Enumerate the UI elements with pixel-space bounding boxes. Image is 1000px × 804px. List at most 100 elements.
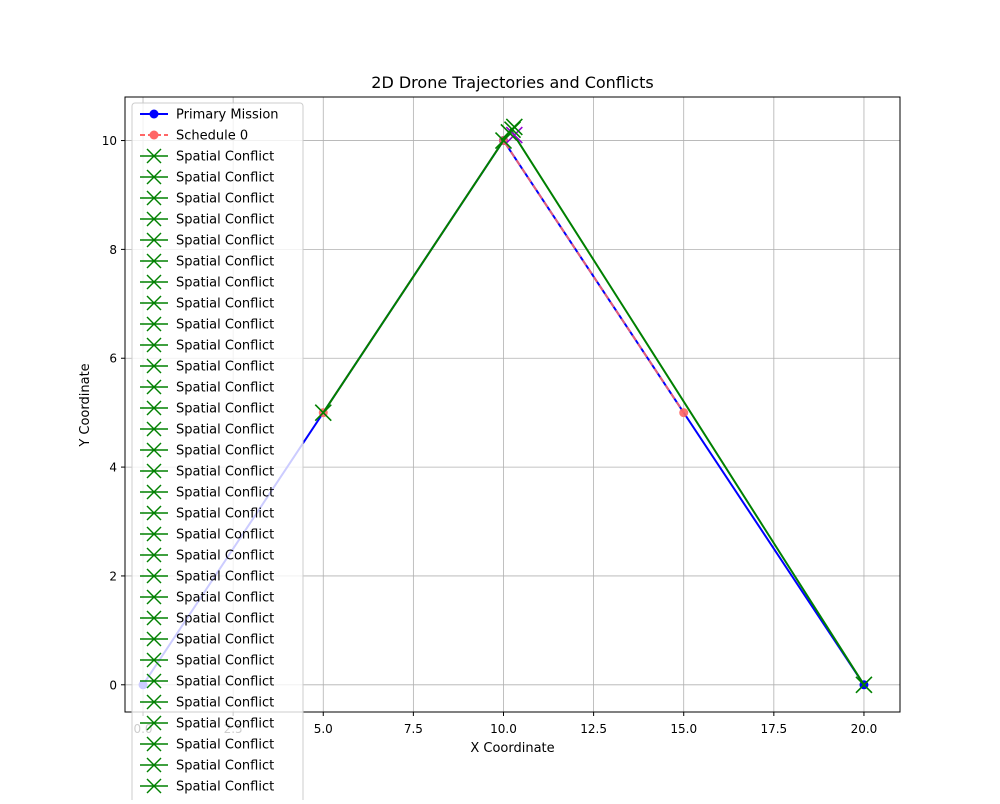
- legend-label: Spatial Conflict: [176, 255, 274, 270]
- x-tick-label: 10.0: [490, 722, 517, 736]
- legend-swatch-marker: [146, 778, 162, 794]
- legend-swatch-marker: [146, 526, 162, 542]
- x-axis-label: X Coordinate: [470, 741, 554, 756]
- chart-title: 2D Drone Trajectories and Conflicts: [371, 73, 653, 92]
- legend-item: Spatial Conflict: [140, 568, 274, 585]
- legend-item: Spatial Conflict: [140, 715, 274, 732]
- legend-swatch-marker: [146, 379, 162, 395]
- legend-swatch-marker: [146, 316, 162, 332]
- legend-item: Spatial Conflict: [140, 400, 274, 417]
- legend-label: Spatial Conflict: [176, 654, 274, 669]
- plot-frame: [124, 96, 901, 713]
- legend-swatch-marker: [146, 442, 162, 458]
- y-axis-label: Y Coordinate: [78, 363, 93, 447]
- legend-label: Spatial Conflict: [176, 591, 274, 606]
- legend-item: Spatial Conflict: [140, 526, 274, 543]
- legend-swatch-marker: [146, 736, 162, 752]
- legend-label: Spatial Conflict: [176, 444, 274, 459]
- spatial-conflict-marker: [314, 404, 332, 422]
- x-stroke: [494, 131, 513, 150]
- x-stroke: [855, 676, 873, 694]
- legend-swatch-marker: [146, 568, 162, 584]
- legend-label: Spatial Conflict: [176, 171, 274, 186]
- legend-item: Spatial Conflict: [140, 631, 274, 648]
- legend-swatch-marker: [146, 694, 162, 710]
- legend-item: Spatial Conflict: [140, 211, 274, 228]
- y-tick-label: 8: [109, 243, 117, 257]
- legend-item: Spatial Conflict: [140, 757, 274, 774]
- legend-label: Spatial Conflict: [176, 675, 274, 690]
- legend-swatch-marker: [146, 148, 162, 164]
- legend-swatch-marker: [149, 109, 159, 119]
- legend-item: Primary Mission: [140, 108, 279, 123]
- spatial-conflict-marker: [494, 131, 513, 150]
- legend-label: Spatial Conflict: [176, 423, 274, 438]
- legend-item: Spatial Conflict: [140, 169, 274, 186]
- legend-swatch-marker: [146, 673, 162, 689]
- legend-swatch-marker: [146, 547, 162, 563]
- legend-item: Spatial Conflict: [140, 190, 274, 207]
- legend-item: Spatial Conflict: [140, 337, 274, 354]
- legend-item: Spatial Conflict: [140, 610, 274, 627]
- legend-item: Spatial Conflict: [140, 442, 274, 459]
- legend-item: Spatial Conflict: [140, 589, 274, 606]
- legend-label: Spatial Conflict: [176, 360, 274, 375]
- legend-item: Spatial Conflict: [140, 253, 274, 270]
- legend-item: Spatial Conflict: [140, 379, 274, 396]
- legend-label: Schedule 0: [176, 129, 248, 144]
- legend-item: Spatial Conflict: [140, 505, 274, 522]
- legend-label: Spatial Conflict: [176, 297, 274, 312]
- legend-swatch-marker: [146, 505, 162, 521]
- legend-item: Spatial Conflict: [140, 358, 274, 375]
- x-tick-label: 15.0: [670, 722, 697, 736]
- x-tick-label: 7.5: [404, 722, 423, 736]
- legend-label: Spatial Conflict: [176, 633, 274, 648]
- legend-swatch-marker: [146, 400, 162, 416]
- legend-swatch-marker: [146, 757, 162, 773]
- legend-swatch-marker: [146, 274, 162, 290]
- legend-item: Spatial Conflict: [140, 232, 274, 249]
- x-tick-label: 12.5: [580, 722, 607, 736]
- legend-label: Spatial Conflict: [176, 759, 274, 774]
- legend-swatch-marker: [146, 169, 162, 185]
- legend-label: Spatial Conflict: [176, 549, 274, 564]
- legend-swatch-marker: [146, 190, 162, 206]
- legend-label: Spatial Conflict: [176, 717, 274, 732]
- legend-item: Spatial Conflict: [140, 484, 274, 501]
- legend-label: Spatial Conflict: [176, 780, 274, 795]
- spatial-conflict-marker: [505, 118, 523, 136]
- legend-item: Spatial Conflict: [140, 316, 274, 333]
- legend-item: Spatial Conflict: [140, 463, 274, 480]
- legend-swatch-marker: [146, 211, 162, 227]
- schedule-0-line: [322, 138, 685, 414]
- x-stroke: [505, 126, 523, 144]
- legend-swatch-marker: [146, 232, 162, 248]
- y-tick-label: 0: [109, 678, 117, 692]
- legend-item: Spatial Conflict: [140, 547, 274, 564]
- x-tick-label: 5.0: [314, 722, 333, 736]
- legend-label: Spatial Conflict: [176, 402, 274, 417]
- legend-label: Spatial Conflict: [176, 150, 274, 165]
- legend-label: Spatial Conflict: [176, 507, 274, 522]
- schedule-0-point: [679, 408, 689, 418]
- legend-swatch-marker: [146, 358, 162, 374]
- legend-label: Spatial Conflict: [176, 318, 274, 333]
- legend-label: Spatial Conflict: [176, 465, 274, 480]
- legend-label: Spatial Conflict: [176, 213, 274, 228]
- legend-item: Spatial Conflict: [140, 274, 274, 291]
- legend-swatch-marker: [146, 610, 162, 626]
- legend-label: Spatial Conflict: [176, 612, 274, 627]
- legend-label: Spatial Conflict: [176, 570, 274, 585]
- legend-box: [131, 102, 304, 804]
- x-stroke: [505, 118, 523, 136]
- legend-label: Spatial Conflict: [176, 696, 274, 711]
- legend-label: Spatial Conflict: [176, 192, 274, 207]
- legend-swatch-marker: [146, 484, 162, 500]
- legend-item: Spatial Conflict: [140, 736, 274, 753]
- legend: Primary Mission Schedule 0 Spatial Conflic…: [131, 102, 304, 804]
- legend-item: Spatial Conflict: [140, 694, 274, 711]
- grid-lines: [125, 97, 900, 712]
- legend-label: Primary Mission: [176, 108, 279, 123]
- legend-label: Spatial Conflict: [176, 381, 274, 396]
- temporal-conflict-marker: [505, 126, 523, 144]
